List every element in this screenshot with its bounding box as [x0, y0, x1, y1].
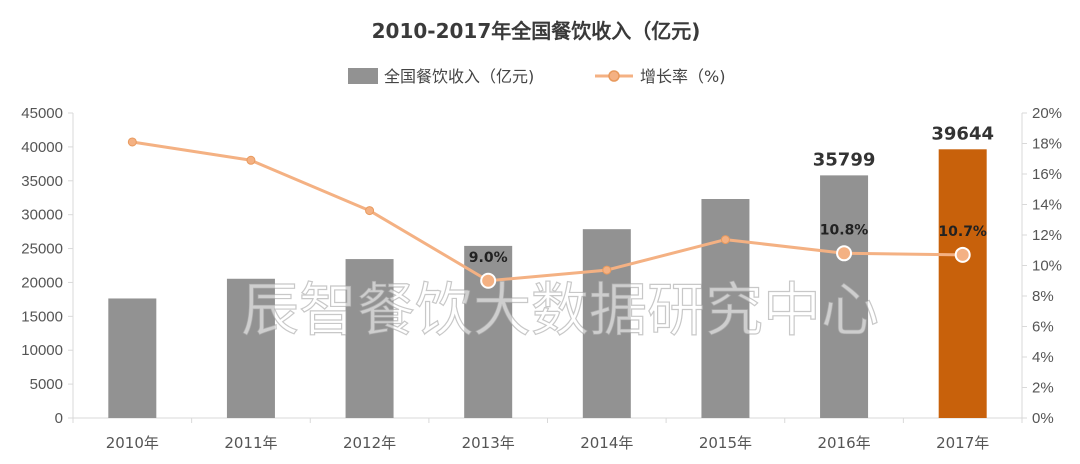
growth-value-label: 9.0%: [469, 250, 508, 266]
growth-point: [720, 235, 730, 245]
x-tick-label: 2013年: [462, 434, 515, 452]
y-left-tick-label: 0: [55, 410, 63, 427]
bar: [345, 259, 394, 418]
x-tick-label: 2010年: [106, 434, 159, 452]
legend-line-label: 增长率（%): [640, 67, 725, 86]
y-left-tick-label: 35000: [21, 173, 63, 190]
y-left-tick-label: 5000: [30, 376, 63, 393]
y-right-tick-label: 18%: [1032, 136, 1062, 153]
y-left-tick-label: 10000: [21, 342, 63, 359]
chart-title: 2010-2017年全国餐饮收入（亿元): [372, 19, 701, 43]
x-tick-label: 2016年: [817, 434, 870, 452]
y-left-tick-label: 15000: [21, 308, 63, 325]
y-left-tick-label: 25000: [21, 241, 63, 258]
bar-value-label: 39644: [931, 123, 994, 144]
growth-point: [480, 272, 497, 289]
bar: [582, 229, 631, 418]
x-tick-label: 2015年: [699, 434, 752, 452]
y-right-tick-label: 2%: [1032, 380, 1054, 397]
y-right-tick-label: 20%: [1032, 105, 1062, 122]
watermark-layer: 辰智餐饮大数据研究中心: [240, 275, 879, 344]
y-left-tick-label: 30000: [21, 207, 63, 224]
growth-point: [365, 206, 375, 216]
growth-line-path: [132, 140, 963, 283]
y-left-tick-label: 40000: [21, 139, 63, 156]
axes: 0 5000 10000 15000 20000 25000 30000 35000 40000…: [21, 105, 1062, 452]
legend-bar-label: 全国餐饮收入（亿元): [384, 67, 534, 86]
y-left-tick-label: 45000: [21, 105, 63, 122]
y-right-tick-label: 10%: [1032, 258, 1062, 275]
y-right-tick-label: 14%: [1032, 197, 1062, 214]
y-left-tick-label: 20000: [21, 274, 63, 291]
growth-point: [602, 265, 612, 275]
bar: [108, 298, 157, 418]
growth-value-label: 10.7%: [938, 224, 987, 240]
y-right-tick-label: 8%: [1032, 288, 1054, 305]
bars: [108, 149, 987, 419]
data-labels: 35799 39644 9.0% 10.8% 10.7%: [469, 123, 994, 265]
watermark: 辰智餐饮大数据研究中心: [241, 276, 879, 344]
bar: [820, 175, 869, 418]
growth-point: [246, 155, 256, 165]
x-tick-label: 2011年: [224, 434, 277, 452]
growth-point: [836, 245, 853, 262]
x-tick-label: 2017年: [936, 434, 989, 452]
growth-point: [127, 137, 137, 147]
y-right-tick-label: 4%: [1032, 349, 1054, 366]
y-right-tick-label: 16%: [1032, 166, 1062, 183]
legend: 全国餐饮收入（亿元) 增长率（%): [348, 67, 725, 86]
x-tick-label: 2012年: [343, 434, 396, 452]
growth-point: [954, 246, 971, 263]
legend-bar-swatch: [348, 68, 378, 84]
y-right-tick-label: 12%: [1032, 227, 1062, 244]
bar: [226, 278, 275, 418]
legend-line-marker: [608, 70, 620, 82]
bar-value-label: 35799: [813, 149, 876, 170]
growth-line: [127, 137, 971, 289]
growth-value-label: 10.8%: [820, 222, 869, 238]
bar: [938, 149, 987, 419]
y-right-tick-label: 0%: [1032, 410, 1054, 427]
y-right-tick-label: 6%: [1032, 319, 1054, 336]
x-tick-label: 2014年: [580, 434, 633, 452]
